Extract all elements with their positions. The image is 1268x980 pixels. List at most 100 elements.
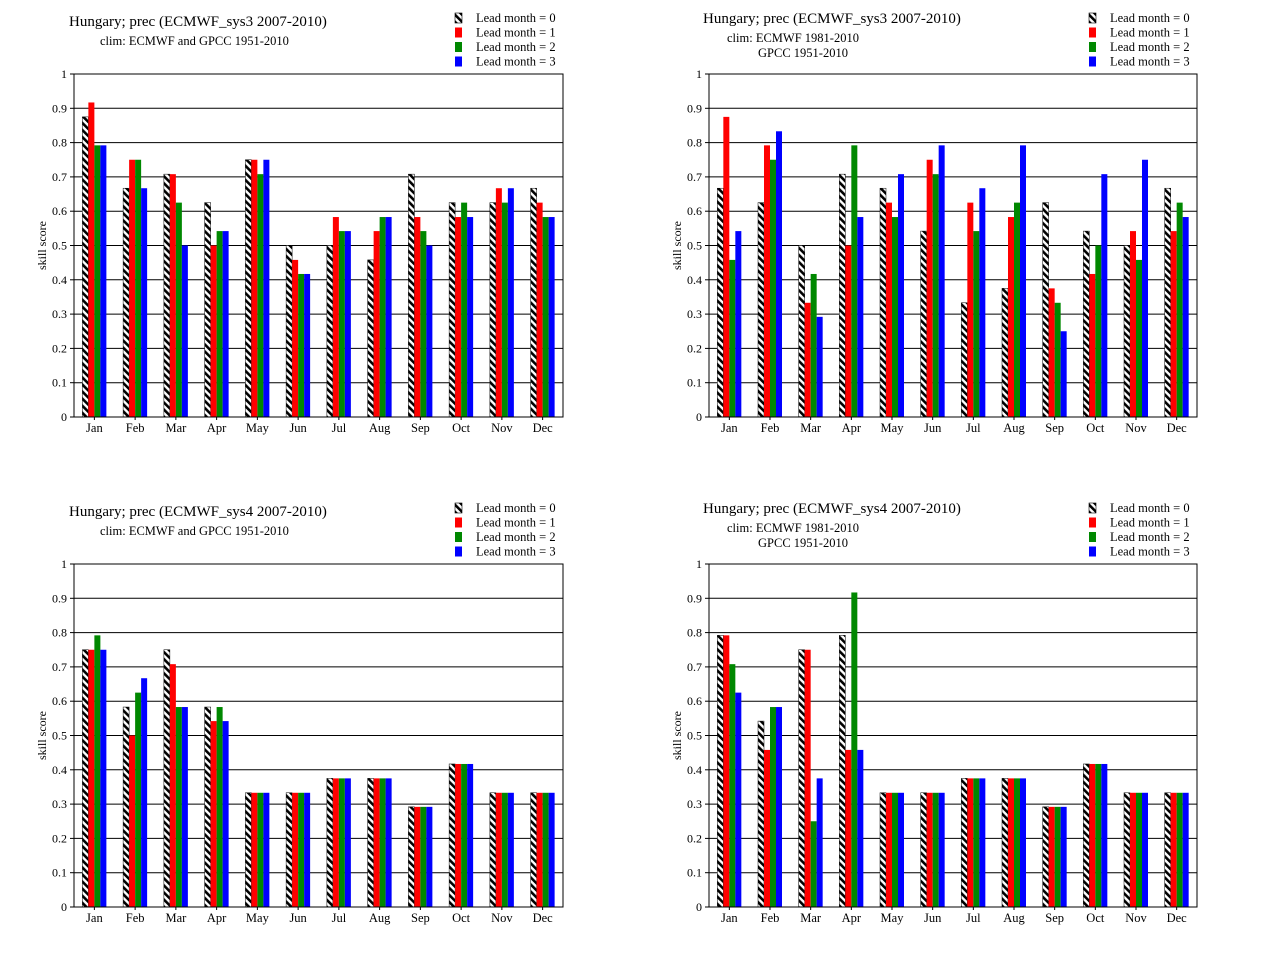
bar [1089, 273, 1096, 417]
x-tick-label: Nov [1125, 911, 1147, 925]
x-tick-label: Nov [491, 911, 513, 925]
legend-label: Lead month = 2 [476, 530, 556, 544]
chart-panel-bottom-right: Hungary; prec (ECMWF_sys4 2007-2010) clim… [634, 490, 1268, 980]
bar [181, 245, 188, 417]
bar [1001, 288, 1009, 418]
bar [1089, 763, 1096, 907]
legend-swatch [1089, 42, 1096, 52]
bar [1176, 792, 1183, 907]
y-tick-label: 1 [696, 557, 702, 571]
legend-label: Lead month = 2 [476, 40, 556, 54]
x-tick-label: Jun [289, 421, 307, 435]
x-tick-label: Jan [86, 911, 103, 925]
bar [898, 174, 904, 417]
chart-panel-top-right: Hungary; prec (ECMWF_sys3 2007-2010) clim… [634, 0, 1268, 490]
bar [542, 792, 549, 907]
y-axis-label: skill score [670, 221, 684, 270]
x-tick-label: Oct [452, 421, 471, 435]
bar [530, 792, 537, 908]
bar [961, 778, 968, 908]
x-tick-label: Sep [411, 911, 430, 925]
x-tick-label: Nov [1125, 421, 1147, 435]
bar [1101, 763, 1108, 907]
legend-swatch [455, 42, 462, 52]
bar [530, 187, 537, 418]
x-tick-label: Jun [289, 911, 307, 925]
plot-frame [73, 73, 564, 418]
bar [770, 159, 776, 417]
x-tick-label: Mar [165, 421, 187, 435]
x-tick-label: Mar [800, 421, 822, 435]
bar [729, 664, 736, 907]
bar [810, 273, 817, 417]
bar [1054, 302, 1061, 417]
legend-label: Lead month = 1 [476, 516, 556, 530]
chart-title: Hungary; prec (ECMWF_sys4 2007-2010) [69, 504, 327, 520]
x-tick-label: Dec [533, 911, 554, 925]
x-tick-label: May [246, 421, 270, 435]
bar [298, 792, 305, 907]
x-tick-label: Jun [924, 421, 942, 435]
bar [973, 231, 980, 417]
bar [367, 778, 374, 908]
x-tick-label: Feb [126, 421, 145, 435]
y-tick-label: 0.7 [687, 170, 702, 184]
y-tick-label: 0.2 [52, 341, 67, 355]
bar [1060, 331, 1067, 417]
bar [408, 173, 415, 418]
legend-swatch [455, 27, 462, 38]
bar [461, 202, 468, 417]
x-tick-label: Mar [165, 911, 187, 925]
bar [816, 778, 823, 907]
y-tick-label: 0 [696, 410, 702, 424]
legend-label: Lead month = 0 [476, 11, 556, 25]
legend-label: Lead month = 3 [476, 545, 556, 559]
bar [1101, 174, 1108, 417]
bar [489, 202, 497, 418]
chart-svg-bottom-left: Hungary; prec (ECMWF_sys4 2007-2010) clim… [35, 501, 564, 925]
x-tick-label: Apr [842, 421, 862, 435]
bar [1060, 806, 1067, 907]
bar [373, 231, 380, 417]
bar [892, 792, 898, 907]
y-tick-label: 0.4 [687, 763, 702, 777]
y-tick-label: 0.8 [687, 136, 702, 150]
legend-label: Lead month = 2 [1110, 40, 1190, 54]
bar [367, 259, 374, 418]
x-tick-label: Aug [1003, 911, 1025, 925]
x-tick-label: Jul [966, 421, 981, 435]
y-axis-label: skill score [35, 711, 49, 760]
y-axis-label: skill score [35, 221, 49, 270]
y-tick-label: 0.2 [52, 831, 67, 845]
bar [723, 635, 730, 907]
bar [879, 187, 887, 418]
bar [285, 245, 293, 418]
y-tick-label: 0.5 [52, 239, 67, 253]
x-tick-label: Apr [207, 421, 227, 435]
x-tick-label: Jan [86, 421, 103, 435]
x-tick-label: May [881, 421, 905, 435]
chart-subtitle: clim: ECMWF and GPCC 1951-2010 [100, 524, 289, 538]
y-tick-label: 0.3 [52, 307, 67, 321]
bar [379, 778, 386, 907]
bar [764, 749, 770, 907]
bar [257, 174, 264, 417]
y-tick-label: 1 [61, 557, 67, 571]
x-tick-label: Apr [842, 911, 862, 925]
bar [932, 174, 939, 417]
bar [1020, 778, 1026, 907]
chart-subtitle: clim: ECMWF 1981-2010 [727, 31, 859, 45]
y-tick-label: 0 [61, 900, 67, 914]
bar [967, 202, 974, 417]
y-tick-label: 1 [61, 67, 67, 81]
bar [1164, 187, 1171, 418]
bar [845, 245, 852, 417]
legend-label: Lead month = 1 [476, 26, 556, 40]
bar [304, 792, 311, 907]
chart-title: Hungary; prec (ECMWF_sys3 2007-2010) [703, 11, 961, 27]
bar [1083, 230, 1090, 418]
chart-svg-top-left: Hungary; prec (ECMWF_sys3 2007-2010) clim… [35, 11, 564, 435]
legend-swatch [455, 546, 462, 557]
y-tick-label: 0.9 [687, 591, 702, 605]
bar [379, 217, 386, 417]
